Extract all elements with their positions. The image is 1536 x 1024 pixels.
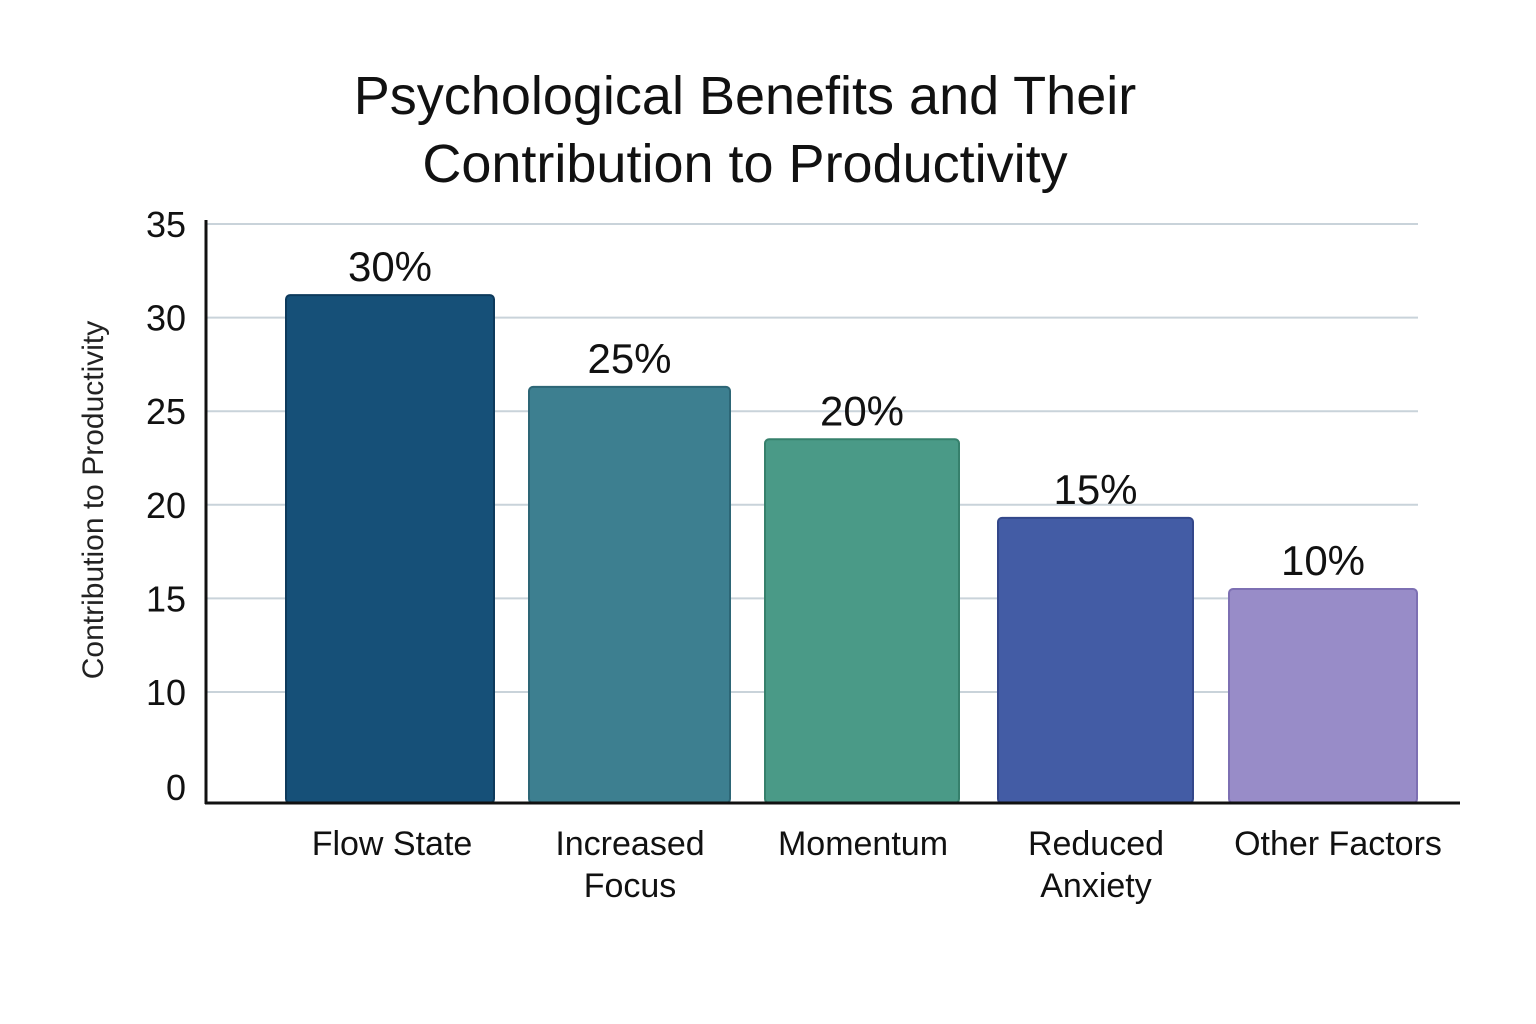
y-tick-labels: 0 10 15 20 25 30 35 — [146, 204, 186, 808]
bar-2 — [764, 438, 960, 804]
chart-title-line-1: Psychological Benefits and Their — [353, 66, 1137, 126]
axes — [204, 220, 1460, 805]
y-tick-label-0: 0 — [166, 767, 186, 808]
y-tick-label-15: 15 — [146, 578, 186, 619]
x-category-label-3-line-0: Reduced — [1028, 825, 1164, 863]
x-category-label-4-line-0: Other Factors — [1234, 825, 1442, 863]
data-label-0: 30% — [348, 243, 432, 290]
y-tick-label-25: 25 — [146, 391, 186, 432]
bar-0 — [285, 294, 495, 804]
bar-4 — [1228, 588, 1418, 804]
y-tick-label-35: 35 — [146, 204, 186, 245]
x-category-label-0-line-0: Flow State — [312, 825, 473, 863]
bars — [285, 294, 1418, 804]
x-category-label-2-line-0: Momentum — [778, 825, 948, 863]
y-tick-label-10: 10 — [146, 672, 186, 713]
x-category-labels: Flow State Increased Focus Momentum Reduced A… — [312, 825, 1442, 905]
chart-title-line-2: Contribution to Productivity — [422, 134, 1068, 194]
data-label-1: 25% — [587, 335, 671, 382]
data-label-3: 15% — [1053, 466, 1137, 513]
bar-1 — [528, 385, 731, 804]
chart-title: Psychological Benefits and Their Contrib… — [0, 62, 1490, 198]
data-label-2: 20% — [820, 387, 904, 434]
data-labels: 30% 25% 20% 15% 10% — [348, 243, 1365, 584]
x-category-label-3-line-1: Anxiety — [1040, 867, 1152, 905]
y-tick-label-20: 20 — [146, 485, 186, 526]
y-axis-label: Contribution to Productivity — [77, 321, 110, 680]
x-category-label-1-line-0: Increased — [555, 825, 704, 863]
data-label-4: 10% — [1281, 537, 1365, 584]
y-tick-label-30: 30 — [146, 298, 186, 339]
x-category-label-1-line-1: Focus — [584, 867, 677, 905]
bar-3 — [997, 516, 1194, 804]
